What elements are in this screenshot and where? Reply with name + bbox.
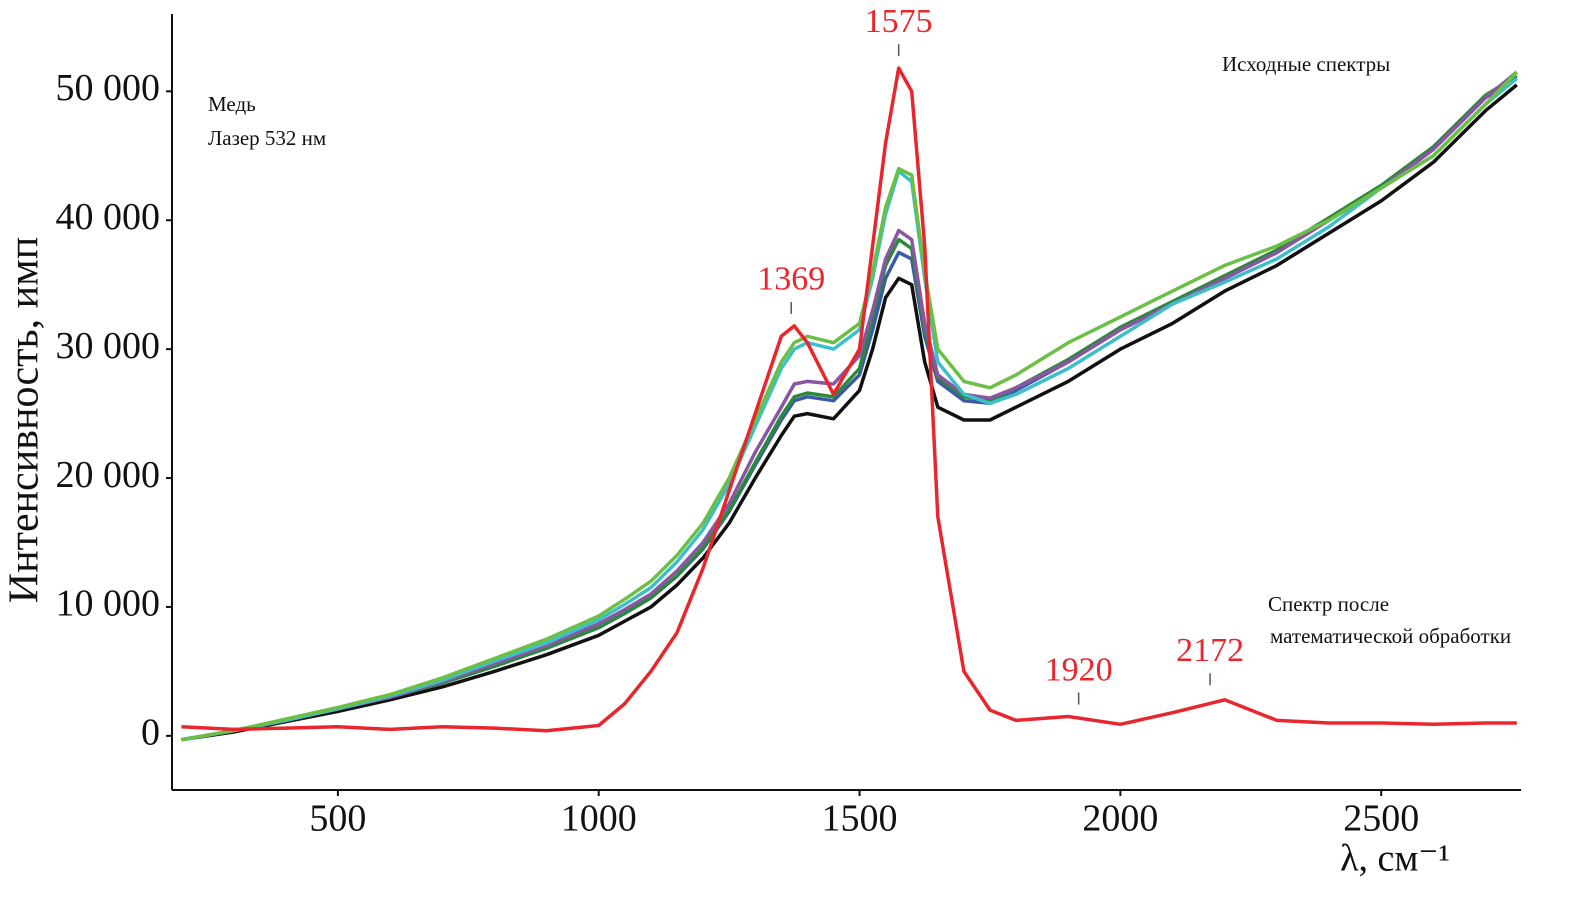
- spectrum-line: [181, 70, 1519, 742]
- spectrum-line: [181, 74, 1518, 742]
- spectrum-line: [181, 70, 1518, 742]
- annotation: Медь: [208, 92, 256, 116]
- peak-label: 1369: [757, 261, 825, 298]
- y-tick-label: 20 000: [56, 454, 161, 496]
- y-axis-label: Интенсивность, имп: [2, 237, 48, 603]
- annotation: Спектр после: [1268, 592, 1389, 616]
- y-tick-label: 30 000: [56, 325, 161, 367]
- peak-label: 1575: [865, 3, 933, 40]
- x-tick-label: 2000: [1082, 798, 1158, 840]
- peak-label: 1920: [1045, 651, 1113, 688]
- y-tick-label: 50 000: [56, 67, 161, 109]
- x-tick-label: 500: [309, 798, 366, 840]
- peak-label: 2172: [1176, 632, 1244, 669]
- annotation: математической обработки: [1270, 624, 1511, 648]
- x-axis-label: λ, см⁻¹: [1340, 838, 1450, 880]
- y-tick-label: 10 000: [56, 583, 161, 625]
- x-tick-label: 2500: [1343, 798, 1419, 840]
- spectrum-line: [181, 83, 1518, 742]
- y-tick-label: 0: [141, 712, 160, 754]
- y-tick-label: 40 000: [56, 196, 161, 238]
- spectrum-line: [181, 66, 1517, 733]
- annotation: Исходные спектры: [1222, 52, 1390, 76]
- annotation: Лазер 532 нм: [208, 126, 326, 150]
- x-tick-label: 1500: [822, 798, 898, 840]
- spectrum-line: [181, 77, 1518, 742]
- x-tick-label: 1000: [561, 798, 637, 840]
